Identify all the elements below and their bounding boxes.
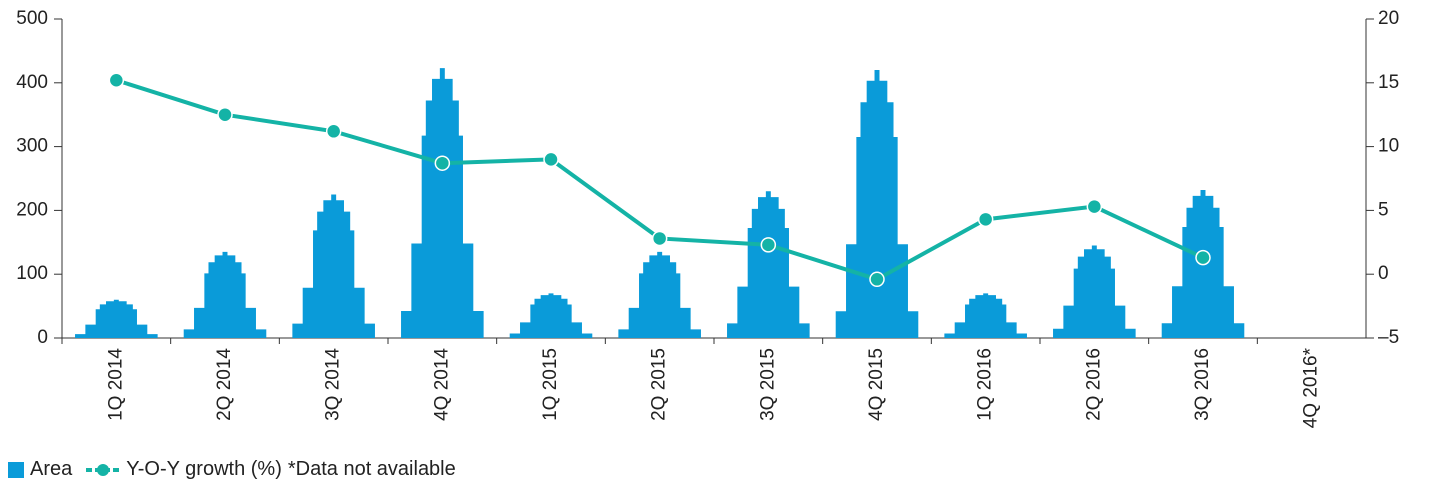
line-marker [108, 72, 125, 88]
legend-swatch [8, 461, 24, 478]
line-marker [651, 230, 668, 247]
bar [618, 251, 701, 338]
bar [509, 293, 593, 338]
line-marker [217, 106, 233, 123]
y-tick-label: 500 [16, 8, 48, 29]
line-marker [977, 211, 994, 228]
legend: Area Y-O-Y growth (%) *Data not availabl… [8, 458, 456, 481]
bar [401, 68, 484, 338]
line-marker [434, 155, 451, 171]
bar [944, 293, 1027, 338]
bar [1053, 245, 1136, 338]
legend-label: Area [30, 458, 73, 480]
bar [75, 299, 158, 338]
y-tick-label: 100 [16, 263, 48, 284]
x-tick-label: 1Q 2015 [540, 348, 561, 421]
y-tick-label: 200 [16, 199, 48, 220]
y-tick-label: 400 [16, 72, 48, 93]
x-tick-label: 4Q 2015 [866, 348, 887, 421]
x-tick-label: 1Q 2016 [975, 348, 996, 421]
bar [292, 194, 375, 338]
legend-label: Y-O-Y growth (%) [126, 458, 282, 480]
x-tick-label: 2Q 2016 [1083, 348, 1104, 421]
x-tick-label: 1Q 2014 [105, 348, 126, 421]
x-tick-label: 2Q 2014 [214, 348, 235, 421]
bar [835, 70, 919, 338]
x-tick-label: 3Q 2015 [757, 348, 778, 421]
y2-tick-label: 10 [1378, 136, 1399, 157]
line-marker [760, 237, 777, 253]
y2-tick-label: 0 [1378, 263, 1389, 284]
y2-tick-label: –5 [1378, 327, 1399, 348]
line-marker [325, 123, 342, 140]
chart: 0 100 200 300 400 500 –5 0 5 10 15 20 1Q 2014 2Q 2014… [16, 8, 1399, 428]
y2-tick-label: 15 [1378, 72, 1399, 93]
line-marker [1086, 198, 1103, 215]
y2-tick-label: 20 [1378, 8, 1399, 29]
line-marker [1195, 249, 1211, 266]
x-tick-label: 4Q 2014 [431, 348, 452, 421]
x-tick-label: 4Q 2016* [1301, 347, 1322, 428]
y-tick-label: 300 [16, 136, 48, 157]
line-marker [543, 151, 559, 168]
legend-line-swatch [86, 463, 121, 476]
line [115, 78, 1204, 282]
bar [183, 251, 267, 338]
x-tick-label: 3Q 2014 [323, 348, 344, 421]
y-tick-label: 0 [37, 327, 48, 348]
legend-marker [97, 463, 110, 476]
y2-tick-label: 5 [1378, 199, 1389, 220]
note: *Data not available [287, 458, 456, 480]
x-tick-label: 3Q 2016 [1192, 348, 1213, 421]
x-tick-label: 2Q 2015 [649, 348, 670, 421]
line-marker [869, 271, 885, 288]
bar [727, 191, 810, 338]
